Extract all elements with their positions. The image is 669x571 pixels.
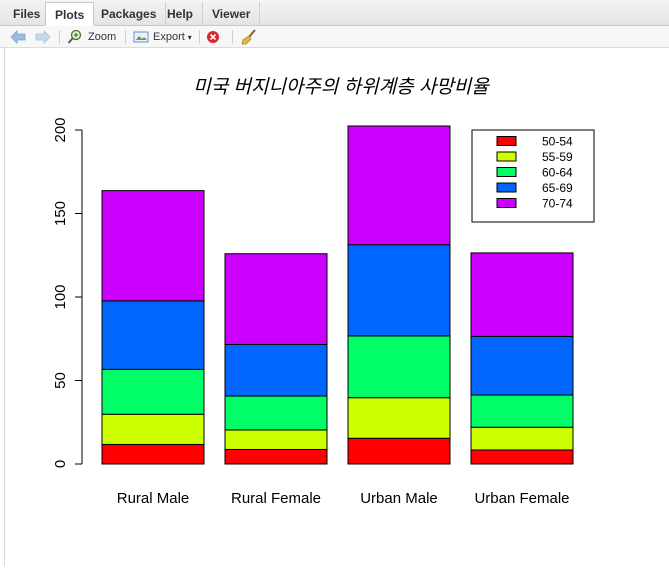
y-tick-label: 100 bbox=[52, 284, 69, 309]
zoom-button[interactable]: Zoom bbox=[67, 28, 116, 46]
plot-area: 미국 버지니아주의 하위계층 사망비율 0 50 100 150 200 Rural M… bbox=[4, 48, 669, 566]
bar-segment-55-59 bbox=[470, 426, 574, 451]
toolbar-divider bbox=[199, 30, 200, 44]
bar-segment-65-69 bbox=[347, 244, 451, 337]
x-tick-label: Rural Male bbox=[117, 490, 190, 507]
x-tick-label: Urban Male bbox=[360, 490, 438, 507]
remove-plot-icon bbox=[207, 31, 219, 43]
stacked-bar-chart: 미국 버지니아주의 하위계층 사망비율 0 50 100 150 200 Rural M… bbox=[52, 77, 595, 507]
legend-label: 60-64 bbox=[542, 166, 573, 180]
bar-segment-65-69 bbox=[224, 343, 328, 397]
y-tick-label: 200 bbox=[52, 117, 69, 142]
toolbar-divider bbox=[59, 30, 60, 44]
chart-title: 미국 버지니아주의 하위계층 사망비율 bbox=[193, 77, 490, 98]
remove-plot-button[interactable] bbox=[206, 28, 220, 46]
pane-tab-bar: Files Plots Packages Help Viewer bbox=[0, 0, 669, 26]
bar-segment-70-74 bbox=[224, 253, 328, 345]
legend-box bbox=[471, 129, 595, 223]
tab-plots[interactable]: Plots bbox=[45, 2, 95, 26]
bar-segment-65-69 bbox=[101, 300, 205, 370]
y-tick-label: 150 bbox=[52, 201, 69, 226]
bar-segment-55-59 bbox=[347, 397, 451, 439]
bar-segment-50-54 bbox=[101, 443, 205, 465]
bar-segment-60-64 bbox=[470, 394, 574, 428]
bar-segment-60-64 bbox=[101, 368, 205, 415]
export-button[interactable]: Export ▾ bbox=[133, 28, 192, 46]
bar-segment-65-69 bbox=[470, 335, 574, 396]
back-button[interactable] bbox=[10, 28, 26, 46]
bar-segment-55-59 bbox=[224, 429, 328, 450]
y-tick-label: 0 bbox=[52, 460, 69, 468]
bar-segment-50-54 bbox=[224, 448, 328, 465]
bar-segment-60-64 bbox=[224, 395, 328, 431]
tab-viewer[interactable]: Viewer bbox=[203, 2, 261, 26]
legend-swatch bbox=[496, 136, 517, 146]
legend-label: 55-59 bbox=[542, 150, 573, 164]
bar-segment-55-59 bbox=[101, 413, 205, 445]
tab-files[interactable]: Files bbox=[4, 2, 51, 26]
legend-swatch bbox=[496, 167, 517, 177]
bar-segment-60-64 bbox=[347, 335, 451, 399]
bar-segment-50-54 bbox=[470, 449, 574, 465]
legend-label: 65-69 bbox=[542, 181, 573, 195]
bar-segment-70-74 bbox=[347, 125, 451, 246]
tab-packages[interactable]: Packages bbox=[92, 2, 167, 26]
x-tick-label: Urban Female bbox=[474, 490, 569, 507]
bars bbox=[101, 125, 574, 465]
clear-plots-button[interactable] bbox=[240, 28, 258, 46]
toolbar-divider bbox=[125, 30, 126, 44]
legend-swatch bbox=[496, 198, 517, 208]
export-label: Export bbox=[153, 31, 185, 43]
arrow-left-icon bbox=[10, 30, 26, 44]
legend-swatch bbox=[496, 151, 517, 162]
toolbar-divider bbox=[232, 30, 233, 44]
y-axis: 0 50 100 150 200 bbox=[52, 117, 83, 468]
export-icon bbox=[133, 31, 149, 43]
chevron-down-icon: ▾ bbox=[187, 32, 192, 42]
bar-segment-70-74 bbox=[101, 190, 205, 302]
x-axis-labels: Rural Male Rural Female Urban Male Urban Fe… bbox=[117, 490, 570, 507]
arrow-right-icon bbox=[35, 30, 51, 44]
tab-help[interactable]: Help bbox=[158, 2, 204, 26]
plots-toolbar: Zoom Export ▾ bbox=[0, 26, 669, 48]
bar-segment-50-54 bbox=[347, 437, 451, 465]
bar-segment-70-74 bbox=[470, 252, 574, 337]
y-tick-label: 50 bbox=[52, 372, 69, 389]
zoom-label: Zoom bbox=[88, 31, 117, 43]
broom-icon bbox=[241, 29, 256, 45]
legend-label: 70-74 bbox=[542, 197, 573, 211]
x-tick-label: Rural Female bbox=[231, 490, 321, 507]
legend-label: 50-54 bbox=[542, 135, 573, 149]
legend-swatch bbox=[496, 182, 517, 193]
zoom-icon bbox=[67, 29, 82, 44]
forward-button[interactable] bbox=[35, 28, 51, 46]
